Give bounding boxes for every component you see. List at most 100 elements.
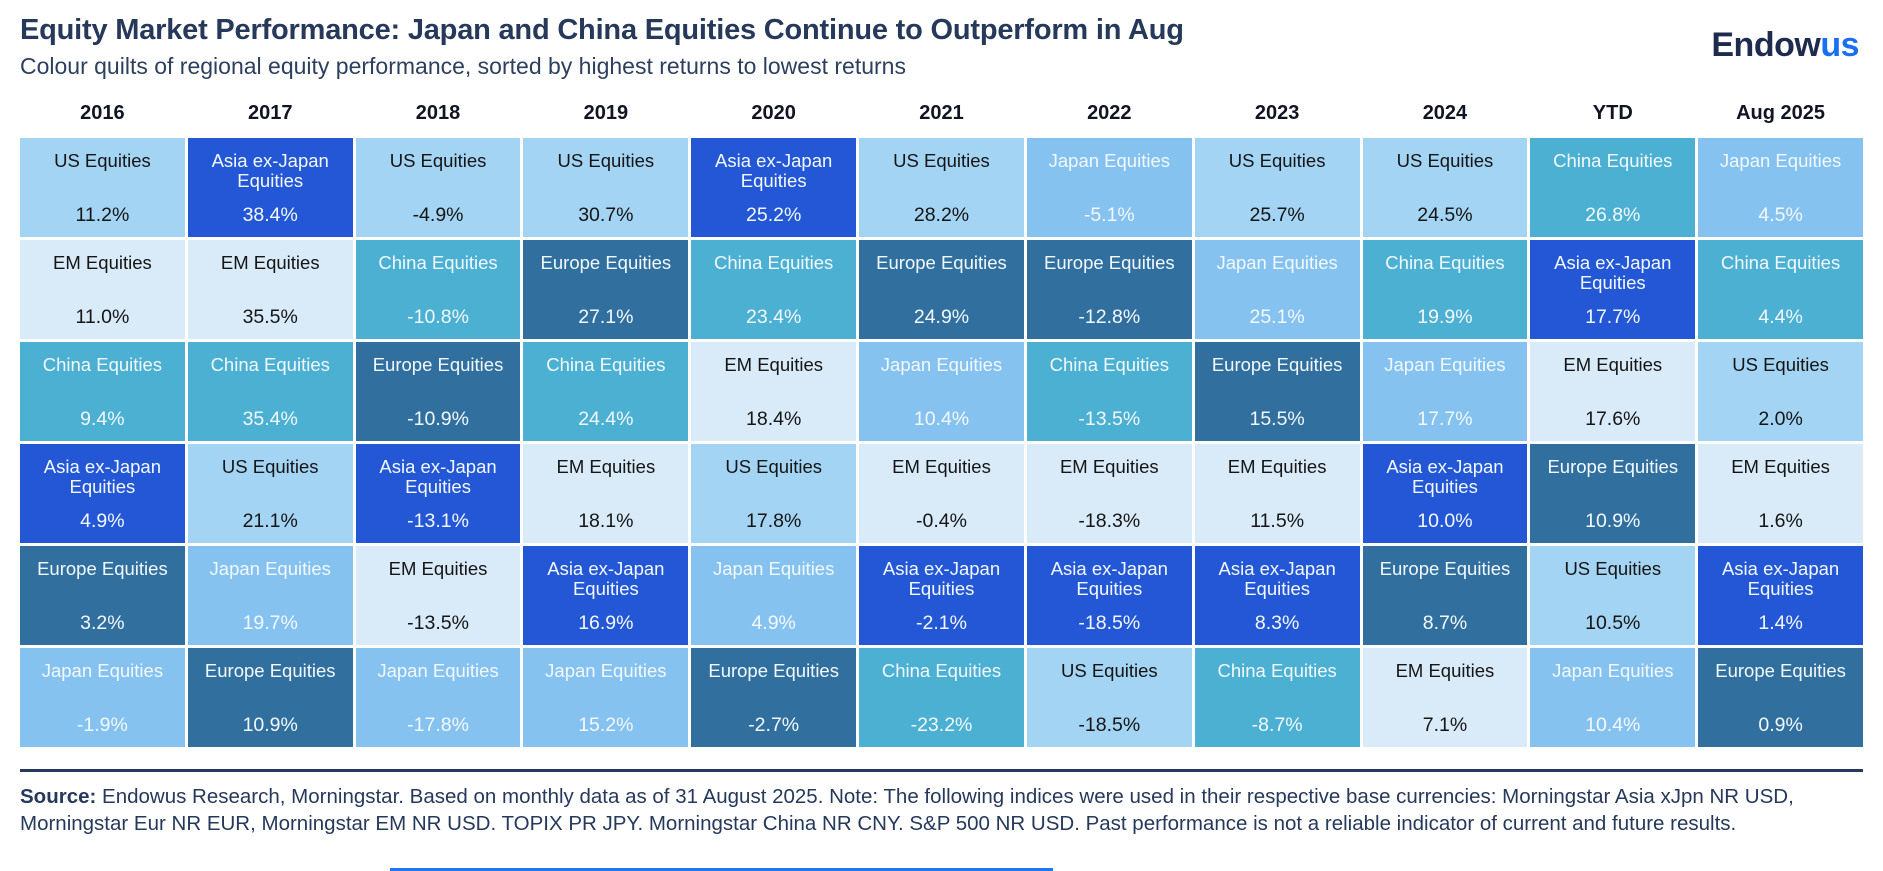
asset-label: EM Equities: [892, 455, 991, 477]
quilt-cell: Japan Equities -17.8%: [355, 647, 521, 747]
asset-label: China Equities: [210, 353, 330, 375]
year-header-2017: 2017: [187, 93, 353, 135]
asset-label: US Equities: [389, 149, 487, 171]
quilt-cell: China Equities 24.4%: [523, 341, 689, 441]
asset-label: Asia ex-Japan Equities: [211, 149, 329, 192]
quilt-cell: Japan Equities 10.4%: [1530, 647, 1696, 747]
source-note: Source: Endowus Research, Morningstar. B…: [20, 783, 1863, 838]
quilt-cell: Europe Equities 10.9%: [1530, 443, 1696, 543]
asset-label: Japan Equities: [377, 659, 499, 681]
asset-label: Europe Equities: [708, 659, 839, 681]
asset-label: Japan Equities: [880, 353, 1003, 375]
quilt-cell: Asia ex-Japan Equities 25.2%: [691, 137, 857, 237]
quilt-cell: Asia ex-Japan Equities 10.0%: [1362, 443, 1528, 543]
asset-label: Japan Equities: [1048, 149, 1170, 171]
asset-label: China Equities: [42, 353, 163, 375]
return-value: 25.2%: [746, 203, 802, 226]
return-value: -18.5%: [1078, 713, 1141, 736]
asset-label: EM Equities: [556, 455, 656, 477]
asset-label: Europe Equities: [1715, 659, 1846, 681]
return-value: 11.5%: [1250, 509, 1305, 532]
return-value: 17.6%: [1585, 407, 1641, 430]
quilt-cell: Asia ex-Japan Equities 17.7%: [1530, 239, 1696, 339]
page-subtitle: Colour quilts of regional equity perform…: [20, 52, 906, 79]
return-value: 10.5%: [1585, 611, 1641, 634]
quilt-cell: US Equities -4.9%: [355, 137, 521, 237]
quilt-cell: Europe Equities 3.2%: [20, 545, 185, 645]
asset-label: Japan Equities: [209, 557, 331, 579]
asset-label: Japan Equities: [1552, 659, 1674, 681]
quilt-cell: EM Equities 17.6%: [1530, 341, 1696, 441]
quilt-cell: EM Equities 18.1%: [523, 443, 689, 543]
quilt-cell: EM Equities -0.4%: [859, 443, 1024, 543]
asset-label: US Equities: [1396, 149, 1494, 171]
quilt-cell: Europe Equities -2.7%: [691, 647, 857, 747]
asset-label: US Equities: [1564, 557, 1662, 579]
asset-label: Asia ex-Japan Equities: [882, 557, 1001, 600]
return-value: 35.4%: [242, 407, 298, 430]
quilt-cell: Japan Equities 17.7%: [1362, 341, 1528, 441]
return-value: 23.4%: [746, 305, 802, 328]
year-header-2016: 2016: [20, 93, 185, 135]
year-header-2023: 2023: [1194, 93, 1360, 135]
year-header-ytd: YTD: [1530, 93, 1696, 135]
asset-label: Europe Equities: [204, 659, 336, 681]
quilt-cell: China Equities 4.4%: [1698, 239, 1863, 339]
return-value: 1.6%: [1758, 509, 1803, 532]
return-value: -23.2%: [910, 713, 973, 736]
return-value: -0.4%: [916, 509, 967, 532]
asset-label: China Equities: [546, 353, 666, 375]
asset-label: US Equities: [1060, 659, 1158, 681]
asset-label: EM Equities: [1059, 455, 1159, 477]
asset-label: US Equities: [54, 149, 151, 171]
quilt-cell: China Equities -13.5%: [1026, 341, 1192, 441]
return-value: 18.4%: [746, 407, 802, 430]
quilt-cell: China Equities 9.4%: [20, 341, 185, 441]
return-value: 24.9%: [913, 305, 970, 328]
return-value: 15.5%: [1249, 407, 1305, 430]
asset-label: Europe Equities: [372, 353, 504, 375]
return-value: 18.1%: [578, 509, 634, 532]
quilt-cell: US Equities 17.8%: [691, 443, 857, 543]
quilt-cell: EM Equities 11.0%: [20, 239, 185, 339]
return-value: 4.9%: [751, 611, 796, 634]
return-value: 15.2%: [578, 713, 634, 736]
return-value: 10.4%: [913, 407, 970, 430]
asset-label: Asia ex-Japan Equities: [547, 557, 665, 600]
return-value: -1.9%: [76, 713, 128, 736]
return-value: 17.7%: [1417, 407, 1473, 430]
report-header: Equity Market Performance: Japan and Chi…: [20, 12, 1863, 80]
quilt-cell: Japan Equities 4.5%: [1698, 137, 1863, 237]
asset-label: US Equities: [1228, 149, 1326, 171]
asset-label: China Equities: [378, 251, 498, 273]
quilt-cell: Europe Equities 10.9%: [187, 647, 353, 747]
asset-label: Europe Equities: [1379, 557, 1511, 579]
asset-label: Europe Equities: [1547, 455, 1679, 477]
quilt-cell: Japan Equities 25.1%: [1194, 239, 1360, 339]
quilt-cell: China Equities 35.4%: [187, 341, 353, 441]
year-header-aug-2025: Aug 2025: [1698, 93, 1863, 135]
asset-label: Japan Equities: [1384, 353, 1506, 375]
asset-label: US Equities: [893, 149, 990, 171]
quilt-cell: Japan Equities 10.4%: [859, 341, 1024, 441]
asset-label: China Equities: [881, 659, 1002, 681]
return-value: 4.4%: [1758, 305, 1803, 328]
quilt-cell: EM Equities -13.5%: [355, 545, 521, 645]
return-value: 10.4%: [1585, 713, 1641, 736]
asset-label: Japan Equities: [712, 557, 835, 579]
year-header-2018: 2018: [355, 93, 521, 135]
asset-label: EM Equities: [220, 251, 320, 273]
return-value: -12.8%: [1078, 305, 1141, 328]
return-value: 30.7%: [578, 203, 634, 226]
asset-label: China Equities: [1553, 149, 1673, 171]
quilt-cell: China Equities 23.4%: [691, 239, 857, 339]
return-value: 10.9%: [1585, 509, 1641, 532]
return-value: -2.7%: [748, 713, 800, 736]
page-title: Equity Market Performance: Japan and Chi…: [20, 14, 1184, 46]
return-value: 27.1%: [578, 305, 634, 328]
year-header-2024: 2024: [1362, 93, 1528, 135]
quilt-cell: US Equities 21.1%: [187, 443, 353, 543]
return-value: 28.2%: [913, 203, 970, 226]
return-value: 17.7%: [1585, 305, 1641, 328]
